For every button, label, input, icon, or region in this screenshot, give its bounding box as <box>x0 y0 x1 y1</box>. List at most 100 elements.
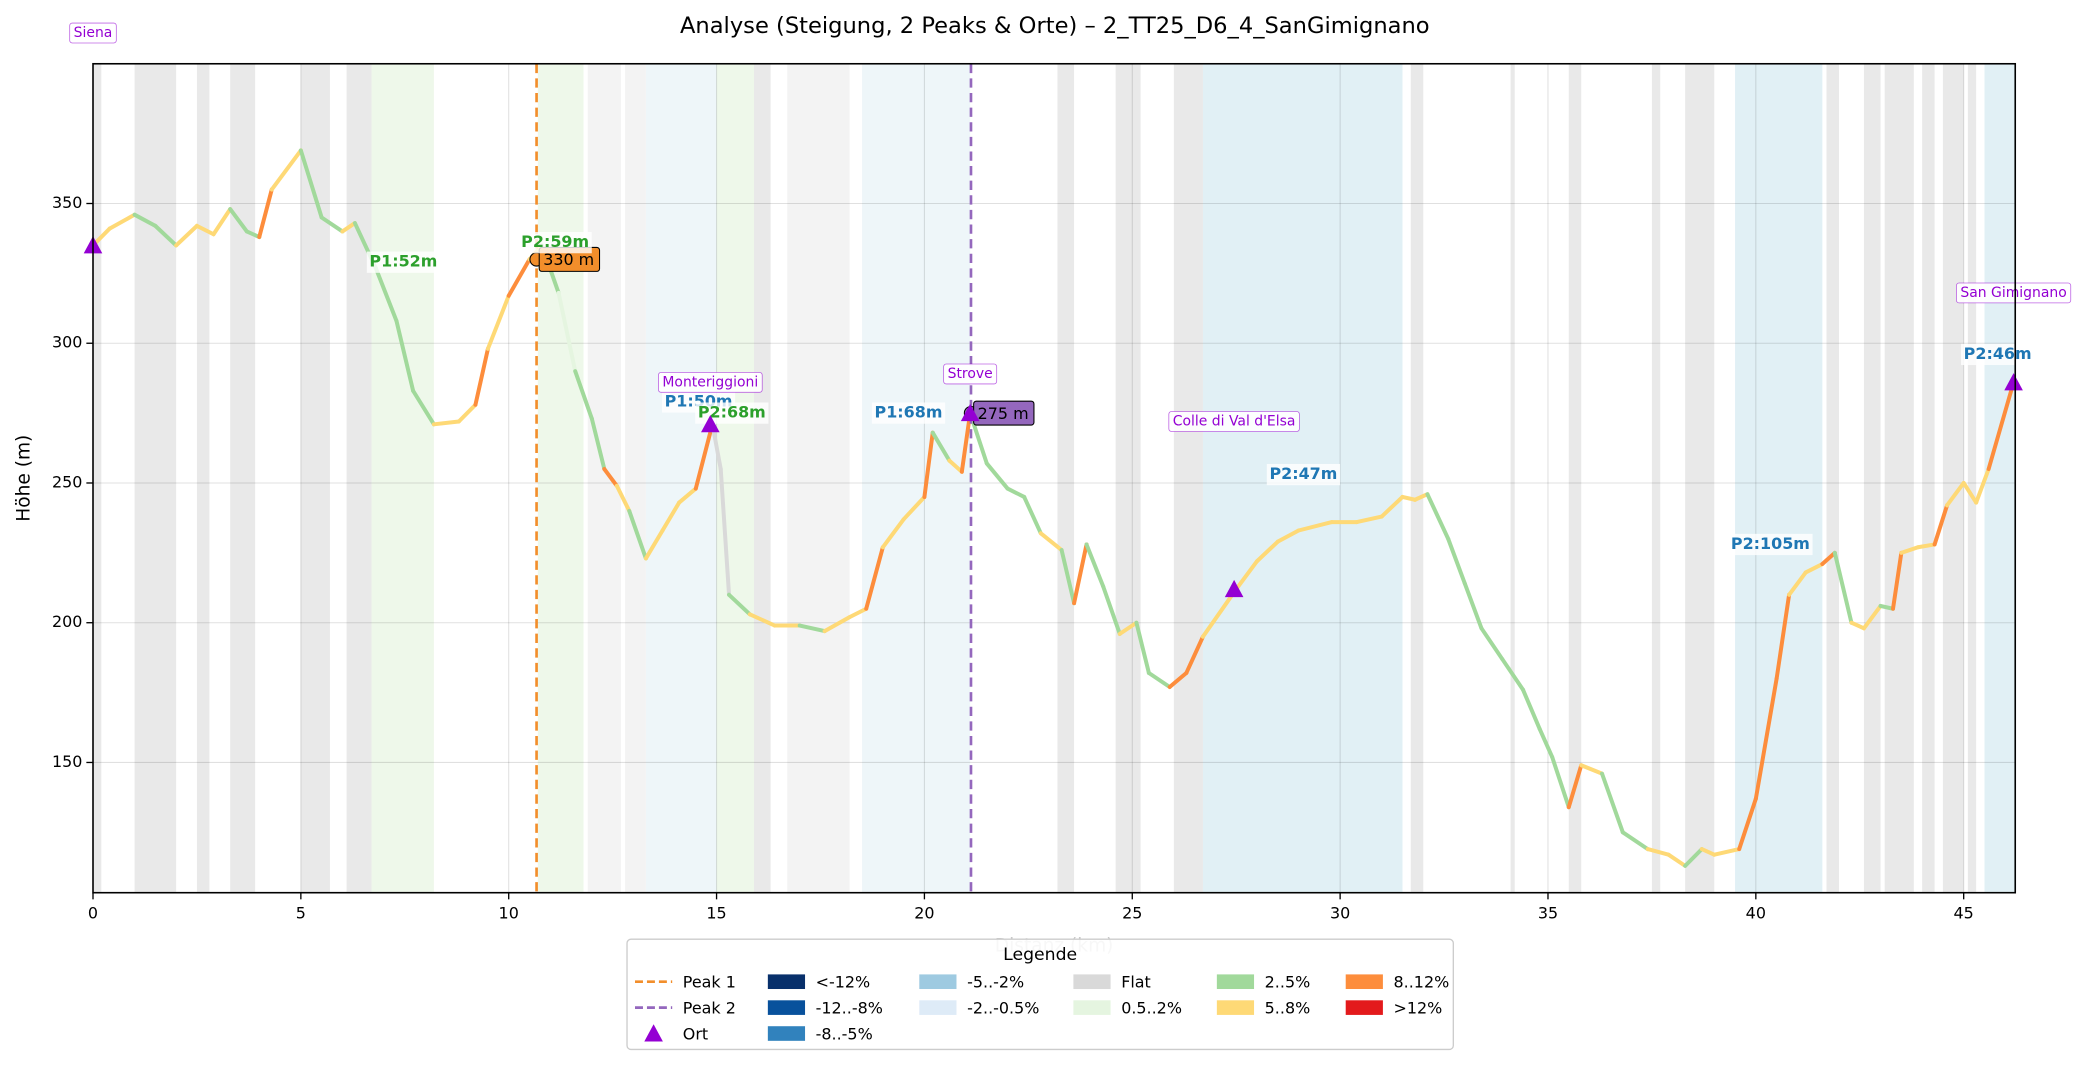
legend-label: -8..-5% <box>816 1024 873 1043</box>
gradient-band <box>1651 63 1661 893</box>
profile-segment <box>1059 548 1077 606</box>
profile-segment <box>1521 687 1542 731</box>
profile-segment <box>1820 550 1837 567</box>
profile-segment <box>1737 796 1758 852</box>
profile-segment <box>1579 763 1605 776</box>
profile-segment <box>257 187 274 240</box>
profile-segment <box>1961 480 1979 505</box>
profile-segment <box>1117 620 1139 636</box>
y-axis-label: Höhe (m) <box>13 435 34 522</box>
profile-segment <box>194 223 216 237</box>
gradient-band <box>753 63 771 893</box>
profile-segment <box>864 545 885 611</box>
y-tick-label: 200 <box>52 612 82 631</box>
profile-segment <box>589 416 607 472</box>
profile-segment <box>485 293 511 351</box>
profile-segment <box>1354 514 1384 525</box>
place-label: Monteriggioni <box>662 374 758 390</box>
profile-segment <box>1537 726 1555 759</box>
x-tick-label: 40 <box>1746 903 1766 922</box>
place-label-box <box>1956 282 2072 304</box>
y-tick-label: 250 <box>52 472 82 491</box>
profile-segment <box>1620 830 1650 852</box>
profile-segment <box>1683 847 1704 868</box>
place-label: San Gimignano <box>1960 285 2066 301</box>
annotation-bg <box>366 251 441 273</box>
legend-handle <box>644 1024 663 1042</box>
annotation-bg <box>1266 463 1341 486</box>
gradient-band <box>346 63 372 893</box>
profile-segment <box>901 494 927 522</box>
annotation-bg <box>871 402 946 424</box>
gradient-band <box>862 63 971 893</box>
profile-segment <box>1774 592 1792 681</box>
profile-segment <box>1084 542 1106 589</box>
profile-segment <box>1832 550 1854 625</box>
profile-segment <box>1699 847 1717 857</box>
annotation: P2:105m <box>1731 534 1810 553</box>
peak-label: 275 m <box>978 404 1029 423</box>
legend-handle <box>919 1000 957 1015</box>
profile-segment <box>747 612 777 628</box>
legend-title: Legende <box>1003 945 1077 965</box>
legend-handle <box>767 1026 806 1041</box>
profile-segment <box>1600 771 1625 835</box>
profile-segment <box>1005 486 1027 499</box>
gradient-band <box>1115 63 1141 893</box>
gradient-band <box>537 63 584 893</box>
place-label: Colle di Val d'Elsa <box>1173 413 1296 429</box>
profile-segment <box>1167 671 1189 689</box>
profile-segment <box>984 461 1010 491</box>
profile-segment <box>373 265 399 323</box>
profile-segment <box>1891 550 1904 611</box>
x-tick-label: 45 <box>1954 903 1974 922</box>
profile-segment <box>1666 852 1688 868</box>
profile-segment <box>1446 536 1467 586</box>
annotation: P1:52m <box>369 252 437 271</box>
profile-segment <box>1296 520 1334 533</box>
profile-segment <box>394 318 416 393</box>
profile-segment <box>727 592 752 617</box>
profile-segment <box>660 500 682 533</box>
y-tick-label: 300 <box>52 333 82 352</box>
gradient-band <box>625 63 646 893</box>
x-tick-label: 20 <box>914 903 934 922</box>
profile-segment <box>1849 620 1866 631</box>
legend-handle <box>1216 974 1255 990</box>
profile-segment <box>1234 559 1259 592</box>
annotation-bg <box>518 232 592 254</box>
profile-segment <box>1645 847 1671 857</box>
gradient-band <box>230 63 256 893</box>
place-marker <box>701 414 720 433</box>
annotation: P2:59m <box>521 232 589 251</box>
gradient-band <box>196 63 210 893</box>
gradient-band <box>1984 63 2016 893</box>
gradient-band <box>1884 63 1914 893</box>
profile-segment <box>340 221 357 234</box>
gradient-band <box>1685 63 1715 893</box>
profile-segment <box>431 419 461 427</box>
profile-segment <box>693 422 715 491</box>
profile-segment <box>153 223 179 248</box>
profile-segment <box>132 212 158 228</box>
legend-label: Flat <box>1121 973 1151 992</box>
profile-segment <box>1184 634 1205 676</box>
gradient-band <box>134 63 177 893</box>
profile-segment <box>456 402 478 424</box>
annotation: P2:46m <box>1964 344 2032 363</box>
legend-label: >12% <box>1394 998 1443 1017</box>
legend-label: Ort <box>683 1024 708 1043</box>
profile-segment <box>1550 754 1571 810</box>
x-tick-label: 15 <box>706 903 726 922</box>
legend-handle <box>1073 1000 1111 1015</box>
profile-segment <box>473 346 490 407</box>
annotation-bg <box>1728 533 1813 556</box>
gradient-band <box>371 63 434 893</box>
y-tick-label: 150 <box>52 752 82 771</box>
gradient-band <box>587 63 621 893</box>
profile-segment <box>1425 492 1451 541</box>
profile-segment <box>1500 657 1526 692</box>
place-label: Siena <box>74 25 113 41</box>
gradient-band <box>1967 63 1977 893</box>
